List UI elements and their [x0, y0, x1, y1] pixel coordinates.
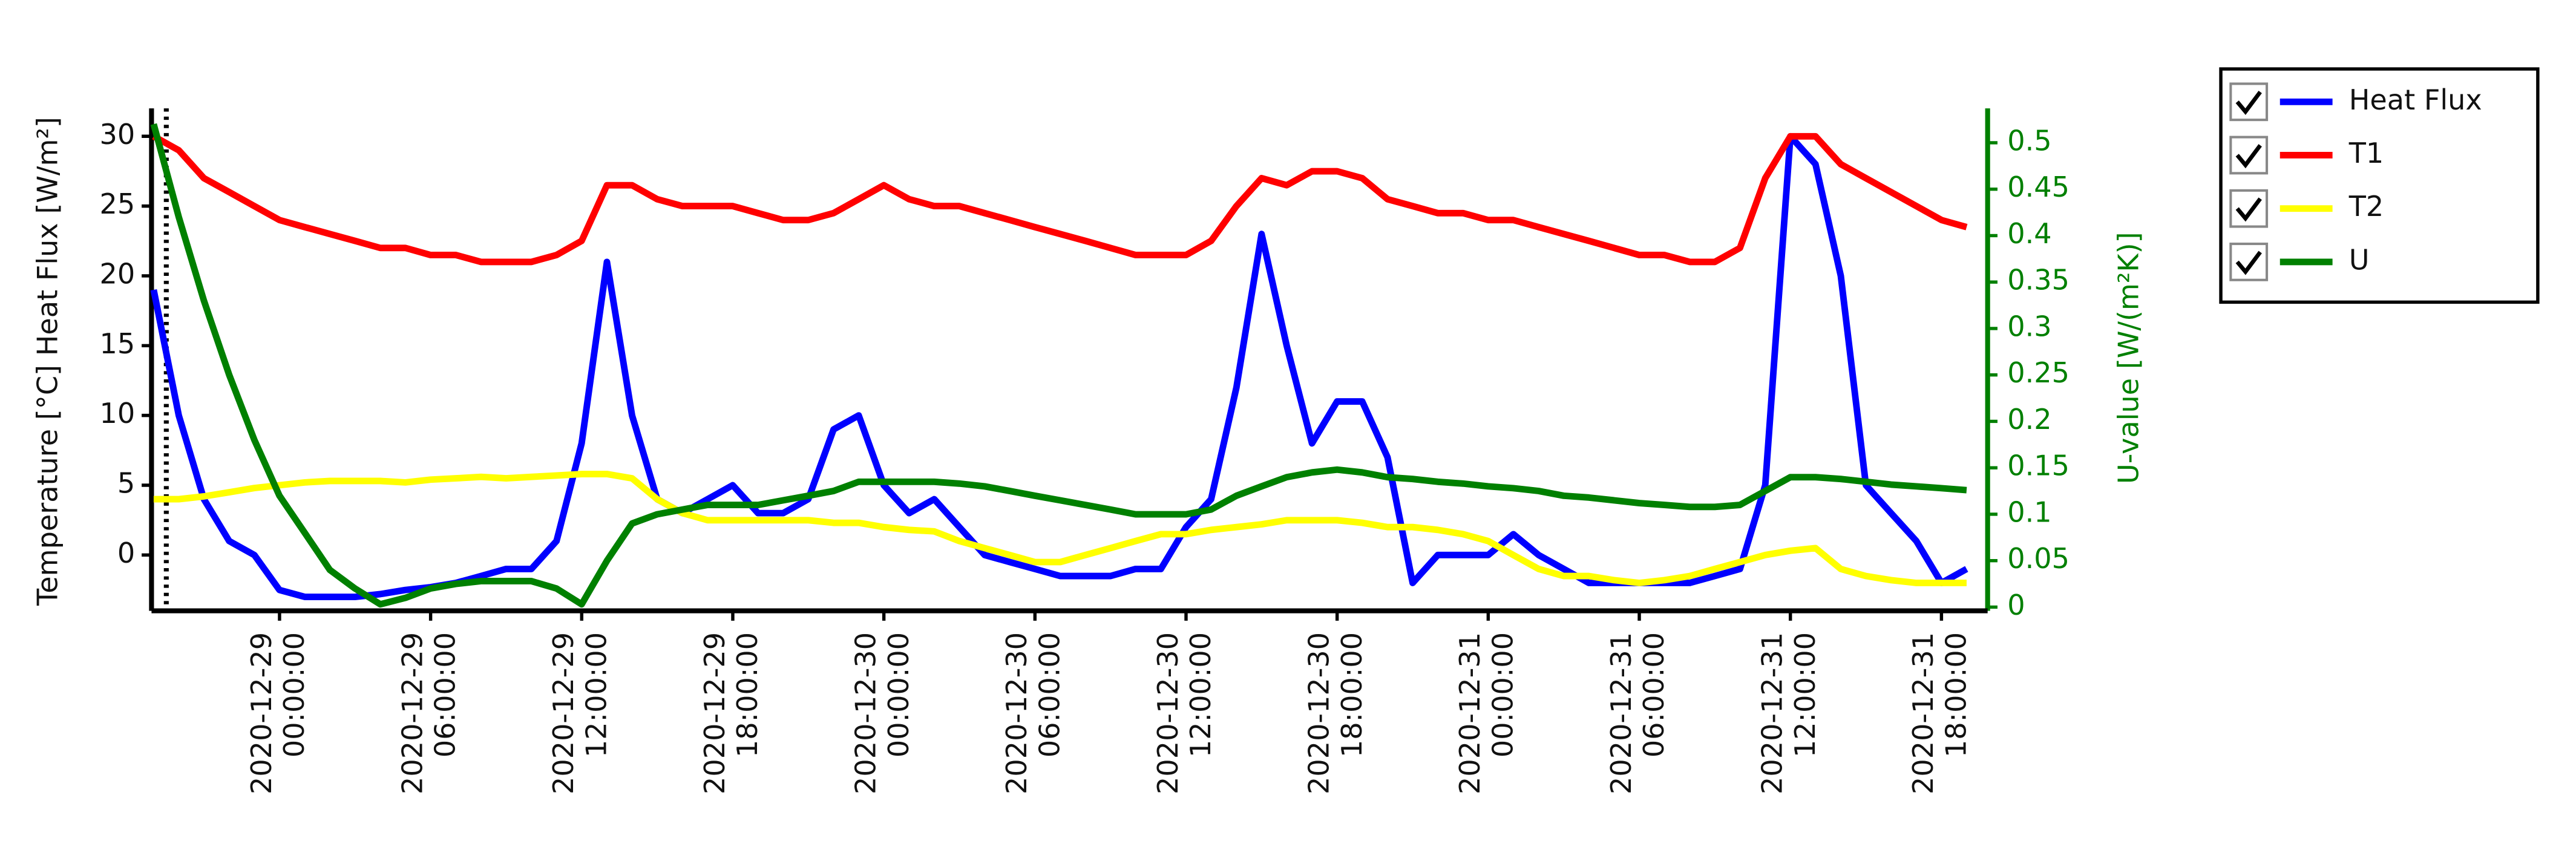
x-tick-label: 2020-12-3006:00:00 — [1000, 632, 1066, 794]
y2-tick-label: 0.05 — [2007, 542, 2070, 575]
legend-check — [2235, 90, 2262, 116]
series-line — [153, 471, 1967, 586]
y2-tick-label: 0.4 — [2007, 217, 2051, 250]
legend-checkbox[interactable] — [2229, 82, 2269, 122]
x-tick-label: 2020-12-3112:00:00 — [1755, 632, 1821, 794]
legend-check — [2235, 197, 2262, 222]
y2-tick-label: 0 — [2007, 589, 2025, 621]
y2-tick-label: 0.45 — [2007, 171, 2070, 203]
y2-tick-label: 0.1 — [2007, 496, 2051, 528]
x-tick-label: 2020-12-3106:00:00 — [1604, 632, 1670, 794]
legend-label: T1 — [2348, 137, 2384, 169]
y-tick-label: 10 — [100, 397, 136, 430]
y-axis-label: Temperature [°C] Heat Flux [W/m²] — [31, 117, 64, 606]
x-tick-label: 2020-12-3118:00:00 — [1907, 632, 1972, 794]
legend-checkbox[interactable] — [2229, 242, 2269, 281]
x-tick-label: 2020-12-2912:00:00 — [547, 632, 612, 794]
x-tick-label: 2020-12-2918:00:00 — [698, 632, 763, 794]
x-tick-label: 2020-12-3012:00:00 — [1151, 632, 1216, 794]
legend — [2219, 67, 2540, 304]
y2-tick-label: 0.3 — [2007, 310, 2051, 342]
legend-label: U — [2349, 243, 2370, 276]
x-tick-label: 2020-12-2906:00:00 — [396, 632, 461, 794]
y2-tick-label: 0.25 — [2007, 356, 2070, 389]
x-tick-label: 2020-12-3018:00:00 — [1302, 632, 1368, 794]
legend-check — [2235, 250, 2262, 275]
legend-label: Heat Flux — [2349, 83, 2482, 116]
legend-checkbox[interactable] — [2229, 136, 2269, 175]
y-tick-label: 25 — [100, 188, 136, 220]
x-tick-label: 2020-12-3000:00:00 — [849, 632, 914, 794]
y2-axis-label: U-value [W/(m²K)] — [2112, 232, 2145, 484]
series-line — [152, 133, 1968, 266]
x-tick-label: 2020-12-3100:00:00 — [1454, 632, 1519, 794]
y-tick-label: 30 — [100, 118, 136, 151]
y2-tick-label: 0.5 — [2007, 124, 2051, 157]
y2-tick-label: 0.2 — [2007, 403, 2051, 436]
y-tick-label: 20 — [100, 257, 136, 290]
legend-label: T2 — [2348, 190, 2384, 223]
y2-tick-label: 0.35 — [2007, 264, 2070, 296]
legend-check — [2235, 144, 2262, 169]
y-tick-label: 15 — [100, 327, 136, 360]
y-tick-label: 0 — [117, 537, 135, 569]
series-line — [150, 133, 1968, 600]
x-tick-label: 2020-12-2900:00:00 — [244, 632, 310, 794]
series-line — [150, 123, 1967, 608]
y2-tick-label: 0.15 — [2007, 450, 2070, 482]
y-tick-label: 5 — [117, 466, 135, 499]
legend-checkbox[interactable] — [2229, 189, 2269, 228]
